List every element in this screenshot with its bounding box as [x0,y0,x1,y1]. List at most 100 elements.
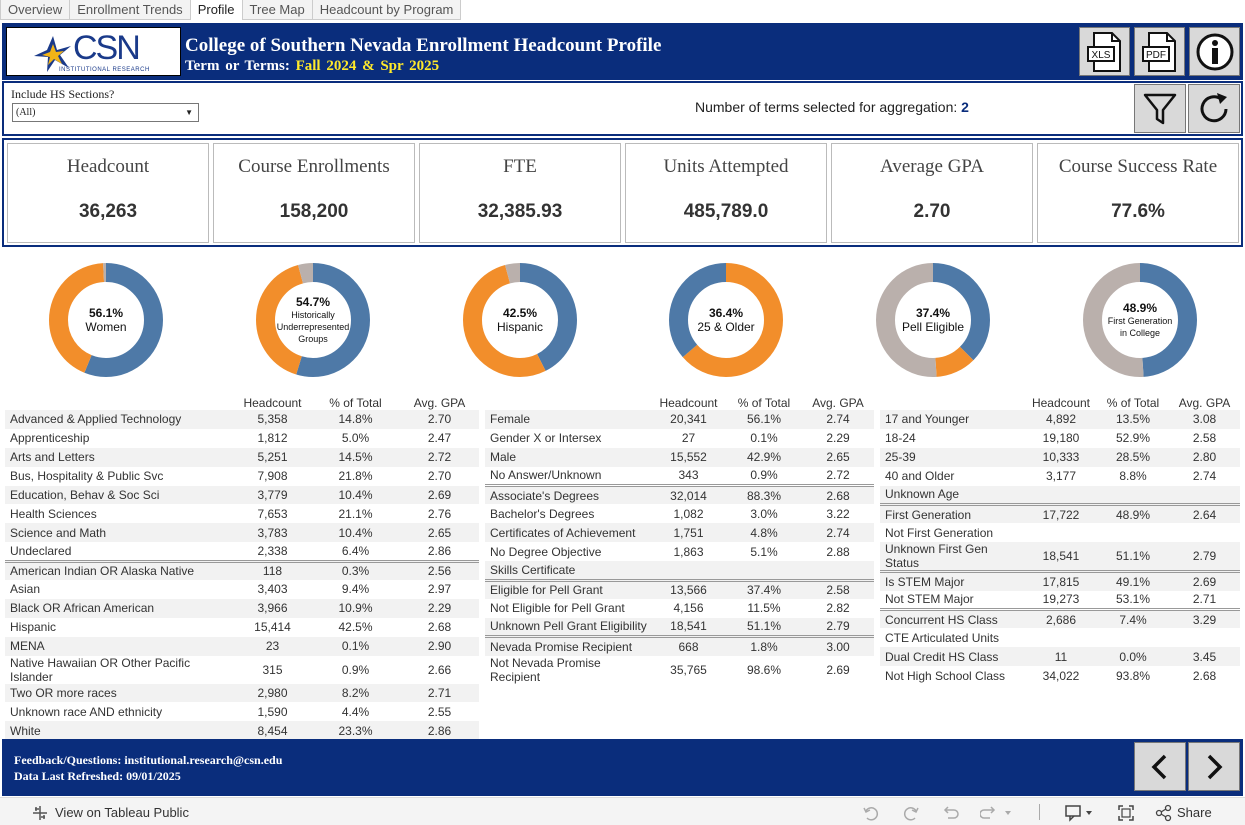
hs-sections-select[interactable]: (All) ▼ [12,103,199,122]
view-on-tableau-link[interactable]: View on Tableau Public [55,805,189,820]
table-row[interactable]: Concurrent HS Class 2,686 7.4% 3.29 [880,608,1240,629]
table-row[interactable]: Apprenticeship 1,812 5.0% 2.47 [5,429,479,448]
kpi-label: Average GPA [880,156,984,177]
row-avg-gpa: 2.86 [427,543,452,558]
redo-icon[interactable] [902,804,920,822]
table-row[interactable]: Bus, Hospitality & Public Svc 7,908 21.8% 2… [5,467,479,486]
donut-segment[interactable] [1083,263,1197,377]
filter-button[interactable] [1134,84,1186,133]
tab-tree-map[interactable]: Tree Map [241,0,313,20]
row-pct-total: 13.5% [1097,410,1169,429]
donut-hispanic[interactable]: 42.5% Hispanic [460,260,580,380]
feedback-line: Feedback/Questions: institutional.resear… [14,753,283,767]
donut-hole [1103,283,1177,357]
table-row[interactable]: Black OR African American 3,966 10.9% 2.29 [5,598,479,618]
table-row[interactable]: Not Nevada Promise Recipient 35,765 98.6% 2… [485,656,874,684]
table-row[interactable]: Undeclared 2,338 6.4% 2.86 [5,542,479,561]
fullscreen-icon[interactable] [1117,804,1135,822]
tab-headcount-by-program[interactable]: Headcount by Program [311,0,462,20]
table-row[interactable]: Advanced & Applied Technology 5,358 14.8% 2… [5,410,479,429]
table-row[interactable]: Certificates of Achievement 1,751 4.8% 2.74 [485,523,874,543]
xls-export-button[interactable]: XLS [1079,27,1130,76]
page-title: College of Southern Nevada Enrollment He… [185,35,662,56]
info-button[interactable] [1189,27,1240,76]
tab-overview[interactable]: Overview [0,0,71,20]
previous-page-button[interactable] [1134,742,1186,791]
share-icon[interactable] [1155,804,1173,822]
table-row[interactable]: Native Hawaiian OR Other Pacific Islande… [5,656,479,684]
table-row[interactable]: Is STEM Major 17,815 49.1% 2.69 [880,570,1240,591]
table-row[interactable]: American Indian OR Alaska Native 118 0.3% 2… [5,559,479,581]
table-row[interactable]: Male 15,552 42.9% 2.65 [485,447,874,467]
table-row[interactable]: Associate's Degrees 32,014 88.3% 2.68 [485,484,874,505]
next-page-button[interactable] [1188,742,1240,791]
table-row[interactable]: First Generation 17,722 48.9% 2.64 [880,502,1240,524]
reset-button[interactable] [1188,84,1240,133]
table-row[interactable]: 25-39 10,333 28.5% 2.80 [880,447,1240,467]
donut-segment[interactable] [49,263,163,377]
kpi-label: Headcount [66,156,150,177]
refresh-data-icon[interactable] [980,804,1014,822]
donut-segment[interactable] [876,263,990,377]
table-row[interactable]: Asian 3,403 9.4% 2.97 [5,580,479,599]
table-row[interactable]: No Answer/Unknown 343 0.9% 2.72 [485,467,874,486]
table-row[interactable]: Education, Behav & Soc Sci 3,779 10.4% 2.69 [5,485,479,505]
donut-first-generation[interactable]: 48.9% First Generation in College [1080,260,1200,380]
table-row[interactable]: Not First Generation [880,523,1240,542]
table-row[interactable]: 18-24 19,180 52.9% 2.58 [880,429,1240,448]
donut-segment[interactable] [256,263,370,377]
table-row[interactable]: Unknown First Gen Status 18,541 51.1% 2.79 [880,542,1240,572]
terms-aggregation-label: Number of terms selected for aggregation… [695,99,958,115]
table-row[interactable]: Not STEM Major 19,273 53.1% 2.71 [880,591,1240,610]
tableau-toolbar: View on Tableau Public Share [0,797,1245,825]
header-avg-gpa: Avg. GPA [1178,396,1231,410]
table-row[interactable]: Health Sciences 7,653 21.1% 2.76 [5,504,479,523]
donut-women[interactable]: 56.1% Women [46,260,166,380]
table-row[interactable]: Eligible for Pell Grant 13,566 37.4% 2.58 [485,578,874,599]
table-row[interactable]: Bachelor's Degrees 1,082 3.0% 3.22 [485,504,874,523]
table-row[interactable]: Unknown race AND ethnicity 1,590 4.4% 2.55 [5,702,479,721]
pdf-export-button[interactable]: PDF [1134,27,1185,76]
table-row[interactable]: Skills Certificate [485,561,874,581]
table-row[interactable]: Science and Math 3,783 10.4% 2.65 [5,523,479,543]
donut-25-older[interactable]: 36.4% 25 & Older [666,260,786,380]
donut-segment[interactable] [256,263,370,377]
table-row[interactable]: Nevada Promise Recipient 668 1.8% 3.00 [485,635,874,656]
revert-icon[interactable] [942,804,960,822]
table-row[interactable]: Not Eligible for Pell Grant 4,156 11.5% 2.8… [485,599,874,618]
row-avg-gpa: 3.08 [1169,410,1240,429]
table-row[interactable]: MENA 23 0.1% 2.90 [5,636,479,656]
row-headcount [1025,628,1097,647]
donut-segment[interactable] [49,263,163,377]
row-avg-gpa [1169,523,1240,542]
table-row[interactable]: Dual Credit HS Class 11 0.0% 3.45 [880,647,1240,667]
undo-icon[interactable] [862,804,880,822]
table-row[interactable]: Two OR more races 2,980 8.2% 2.71 [5,683,479,703]
table-row[interactable]: White 8,454 23.3% 2.86 [5,721,479,741]
kpi-label: Course Enrollments [238,156,390,177]
row-avg-gpa: 2.88 [826,544,850,559]
table-row[interactable]: Gender X or Intersex 27 0.1% 2.29 [485,429,874,448]
donut-segment[interactable] [463,263,577,377]
kpi-course-enrollments: Course Enrollments 158,200 [213,143,415,243]
tab-profile[interactable]: Profile [189,0,243,20]
table-row[interactable]: Unknown Age [880,485,1240,505]
donut-segment[interactable] [669,263,783,377]
row-headcount: 1,082 [673,506,704,521]
row-label: Unknown First Gen Status [880,542,1025,572]
table-row[interactable]: 17 and Younger 4,892 13.5% 3.08 [880,410,1240,429]
table-row[interactable]: 40 and Older 3,177 8.8% 2.74 [880,467,1240,486]
comment-icon[interactable] [1065,804,1097,822]
table-row[interactable]: Female 20,341 56.1% 2.74 [485,410,874,429]
donut-pell-eligible[interactable]: 37.4% Pell Eligible [873,260,993,380]
table-row[interactable]: Arts and Letters 5,251 14.5% 2.72 [5,447,479,467]
table-row[interactable]: CTE Articulated Units [880,628,1240,647]
table-row[interactable]: Unknown Pell Grant Eligibility 18,541 51.1… [485,617,874,637]
table-row[interactable]: No Degree Objective 1,863 5.1% 2.88 [485,542,874,561]
donut-segment[interactable] [463,263,577,377]
table-row[interactable]: Hispanic 15,414 42.5% 2.68 [5,618,479,637]
tab-enrollment-trends[interactable]: Enrollment Trends [69,0,191,20]
share-label[interactable]: Share [1177,805,1212,820]
table-row[interactable]: Not High School Class 34,022 93.8% 2.68 [880,666,1240,685]
donut-underrepresented[interactable]: 54.7% Historically Underrepresented Grou… [253,260,373,380]
